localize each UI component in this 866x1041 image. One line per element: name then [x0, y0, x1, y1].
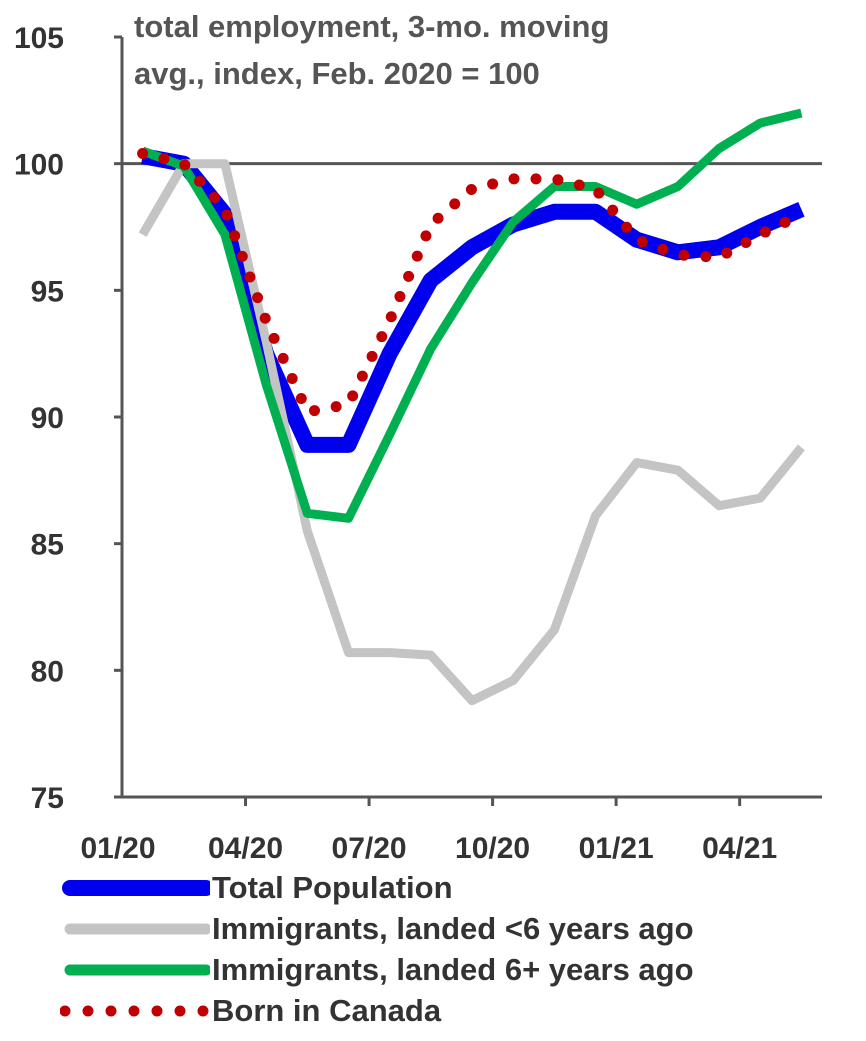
legend-swatch-immigrants-recent	[64, 923, 210, 935]
x-tick-label-10-20: 10/20	[455, 832, 530, 865]
series-line-total-population	[141, 148, 805, 453]
legend-swatch-total-population	[62, 880, 210, 896]
employment-chart: total employment, 3-mo. moving avg., ind…	[14, 9, 822, 865]
legend-label-total-population: Total Population	[212, 870, 453, 905]
x-tick-label-04-20: 04/20	[208, 832, 283, 865]
legend-swatch-born-in-canada	[60, 1005, 210, 1017]
legend-label-immigrants-established: Immigrants, landed 6+ years ago	[212, 952, 694, 987]
series-line-born-in-canada	[137, 148, 807, 418]
x-tick-label-04-21: 04/21	[702, 832, 777, 865]
y-tick-label-85: 85	[31, 529, 64, 562]
y-tick-label-100: 100	[14, 149, 64, 182]
x-tick-label-01-21: 01/21	[579, 832, 654, 865]
legend-swatch-immigrants-established	[64, 964, 210, 976]
y-tick-label-90: 90	[31, 402, 64, 435]
chart-axes: 75 80 85 90 95 100 105 01/20 04/20 07/20 10/20 01/2…	[14, 22, 822, 865]
y-tick-label-80: 80	[31, 655, 64, 688]
y-tick-label-105: 105	[14, 22, 64, 55]
x-tick-label-01-20: 01/20	[80, 832, 155, 865]
legend-label-immigrants-recent: Immigrants, landed <6 years ago	[212, 911, 694, 946]
x-tick-label-07-20: 07/20	[332, 832, 407, 865]
chart-series	[137, 108, 807, 706]
chart-title-line-2: avg., index, Feb. 2020 = 100	[134, 56, 540, 91]
legend-label-born-in-canada: Born in Canada	[212, 993, 442, 1028]
y-tick-label-95: 95	[31, 275, 64, 308]
y-tick-label-75: 75	[31, 782, 64, 815]
series-line-immigrants-landed-6-years-ago	[141, 108, 803, 523]
chart-title-line-1: total employment, 3-mo. moving	[134, 9, 609, 44]
